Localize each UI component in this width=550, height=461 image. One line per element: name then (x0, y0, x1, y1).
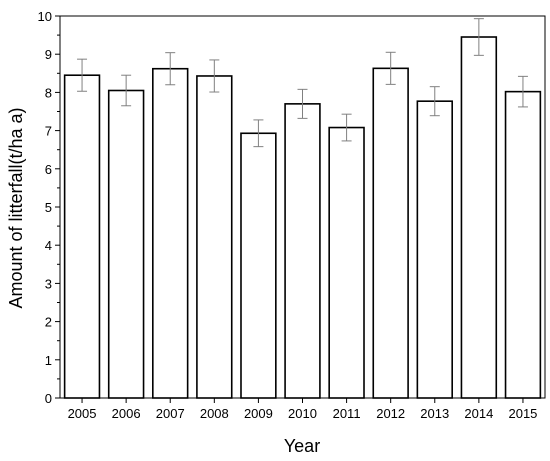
x-tick-label: 2006 (112, 406, 141, 421)
y-tick-label: 3 (45, 276, 52, 291)
y-tick-label: 1 (45, 353, 52, 368)
bar-2010 (284, 103, 321, 399)
error-bars (77, 18, 528, 148)
x-axis-title: Year (284, 436, 320, 456)
y-tick-label: 7 (45, 124, 52, 139)
x-axis: 2005 2006 2007 2008 2009 2010 2011 2012 2013 2014… (68, 398, 537, 421)
error-bar-2014 (473, 18, 484, 56)
bar-2005 (63, 74, 101, 399)
y-tick-label: 2 (45, 315, 52, 330)
bars (63, 36, 542, 399)
y-tick-label: 9 (45, 47, 52, 62)
y-tick-label: 6 (45, 162, 52, 177)
y-axis: 0 1 2 3 4 5 6 7 8 9 10 (38, 9, 60, 406)
error-bar-2010 (297, 88, 308, 119)
error-bar-2015 (517, 75, 528, 108)
error-bar-2009 (253, 119, 264, 148)
error-bar-2008 (209, 59, 220, 93)
bar-2007 (152, 67, 189, 399)
x-tick-label: 2011 (333, 406, 361, 421)
bar-2015 (504, 90, 542, 399)
y-tick-label: 5 (45, 200, 52, 215)
x-tick-label: 2005 (68, 406, 97, 421)
x-tick-label: 2009 (244, 406, 273, 421)
x-tick-label: 2007 (156, 406, 185, 421)
error-bar-2011 (341, 113, 352, 142)
y-tick-label: 8 (45, 85, 52, 100)
x-tick-label: 2014 (464, 406, 493, 421)
x-tick-label: 2010 (288, 406, 317, 421)
bar-2009 (240, 132, 277, 399)
y-tick-label: 10 (38, 9, 52, 24)
error-bar-2012 (385, 51, 396, 85)
y-tick-label: 4 (45, 238, 52, 253)
error-bar-2013 (429, 86, 440, 117)
error-bar-2005 (77, 58, 88, 92)
bar-2006 (107, 89, 145, 399)
x-tick-label: 2008 (200, 406, 229, 421)
bar-2013 (416, 100, 453, 399)
y-axis-title: Amount of litterfall(t/ha a) (6, 107, 26, 308)
bar-2008 (196, 75, 233, 399)
bar-2011 (328, 126, 365, 399)
bar-2012 (372, 67, 409, 399)
x-tick-label: 2013 (420, 406, 449, 421)
x-tick-label: 2015 (508, 406, 537, 421)
error-bar-2006 (121, 74, 132, 107)
bar-2014 (460, 36, 498, 399)
error-bar-2007 (165, 52, 176, 86)
y-tick-label: 0 (45, 391, 52, 406)
x-tick-label: 2012 (376, 406, 405, 421)
